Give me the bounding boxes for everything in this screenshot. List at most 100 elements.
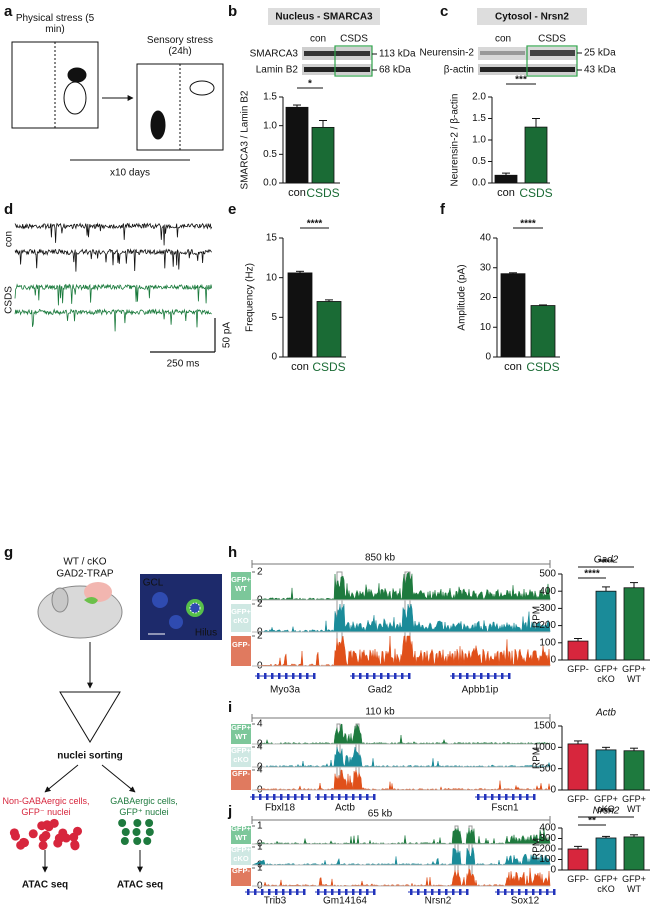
- exon: [366, 794, 369, 800]
- y-tick-label: 500: [539, 569, 556, 580]
- x-tick-label: GFP+ cKO: [594, 664, 618, 684]
- exon: [278, 673, 281, 679]
- y-tick-label: 200: [539, 620, 556, 631]
- label: Trib3: [264, 896, 287, 905]
- label: WT / cKO: [63, 557, 106, 568]
- blot-title-box: [268, 8, 380, 25]
- coverage: [251, 846, 551, 866]
- exon: [394, 673, 397, 679]
- label: Sox12: [511, 896, 540, 905]
- exon: [352, 889, 355, 895]
- panel-letter: g: [4, 544, 13, 561]
- exon: [466, 889, 469, 895]
- exon: [285, 673, 288, 679]
- exon: [526, 794, 529, 800]
- y-tick-label: 1.0: [472, 135, 486, 146]
- exon: [259, 794, 262, 800]
- y-tick-label: 300: [539, 603, 556, 614]
- exon: [452, 673, 455, 679]
- exon: [504, 889, 507, 895]
- exon: [306, 673, 309, 679]
- label: 50 pA: [222, 322, 233, 348]
- exon: [359, 889, 362, 895]
- nucleus-dot: [145, 819, 154, 827]
- exon: [247, 889, 250, 895]
- x-tick-label: GFP+ WT: [622, 664, 646, 684]
- exon: [359, 673, 362, 679]
- population-label: Non-GABAergic cells, GFP⁻ nuclei: [2, 796, 90, 817]
- panel-letter: c: [440, 3, 448, 20]
- track-label: GFP+ cKO: [231, 746, 251, 764]
- x-tick-label: GFP-: [567, 664, 589, 674]
- x-tick-label: CSDS: [312, 360, 346, 374]
- exon: [480, 673, 483, 679]
- label: Hilus: [195, 628, 217, 639]
- label: GAD2-TRAP: [56, 569, 114, 580]
- exon: [294, 794, 297, 800]
- label: Apbb1ip: [462, 685, 499, 696]
- exon: [508, 673, 511, 679]
- exon: [331, 889, 334, 895]
- exon: [487, 673, 490, 679]
- label: CSDS: [538, 34, 566, 45]
- label: 65 kb: [368, 809, 393, 820]
- bar: [494, 174, 518, 184]
- nucleus-dot: [73, 826, 83, 836]
- exon: [380, 673, 383, 679]
- y-tick-label: 1500: [534, 721, 557, 732]
- csds-box: [526, 45, 578, 77]
- x-tick-label: GFP+ cKO: [594, 874, 618, 894]
- label: 4: [257, 719, 263, 730]
- exon: [497, 889, 500, 895]
- y-tick-label: 0.5: [472, 156, 486, 167]
- exon: [268, 889, 271, 895]
- exon: [401, 673, 404, 679]
- track-label: GFP+ WT: [231, 723, 251, 741]
- exon: [373, 889, 376, 895]
- bar: [623, 836, 645, 871]
- x-tick-label: con: [288, 187, 306, 199]
- x-tick-label: con: [291, 361, 309, 373]
- x-tick-label: con: [497, 187, 515, 199]
- coverage: [251, 635, 551, 667]
- current-trace: [14, 248, 212, 272]
- y-tick-label: 20: [480, 292, 492, 303]
- exon: [257, 673, 260, 679]
- label: ATAC seq: [22, 880, 68, 891]
- exon: [275, 889, 278, 895]
- nucleus-dot: [132, 828, 141, 836]
- exon: [553, 889, 556, 895]
- y-tick-label: 0.0: [472, 178, 486, 189]
- exon: [505, 794, 508, 800]
- label: 2: [257, 599, 263, 610]
- label: Nrsn2: [425, 896, 452, 905]
- y-tick-label: 1.5: [263, 92, 277, 103]
- exon: [289, 889, 292, 895]
- exon: [533, 794, 536, 800]
- bar: [595, 749, 617, 791]
- nucleus-dot: [133, 837, 142, 845]
- exon: [373, 673, 376, 679]
- exon: [491, 794, 494, 800]
- coverage: [251, 603, 551, 633]
- track-label-box: [231, 604, 251, 632]
- exon: [518, 889, 521, 895]
- bar: [567, 743, 589, 791]
- label: x10 days: [110, 168, 150, 179]
- stage-label: Physical stress (5 min): [15, 13, 95, 35]
- track-label: GFP-: [232, 769, 250, 778]
- label: con: [495, 34, 511, 45]
- significance-label: ****: [584, 569, 600, 580]
- nucleus-dot: [19, 838, 29, 848]
- exon: [252, 794, 255, 800]
- exon: [345, 889, 348, 895]
- label: 113 kDa: [379, 49, 416, 60]
- exon: [373, 794, 376, 800]
- track-label: GFP+ cKO: [231, 845, 251, 863]
- band: [304, 67, 370, 72]
- significance-label: ****: [598, 558, 614, 569]
- blot-b: [268, 8, 380, 77]
- x-tick-label: GFP+ cKO: [594, 794, 618, 814]
- label: 2: [257, 567, 263, 578]
- brain: [84, 582, 112, 602]
